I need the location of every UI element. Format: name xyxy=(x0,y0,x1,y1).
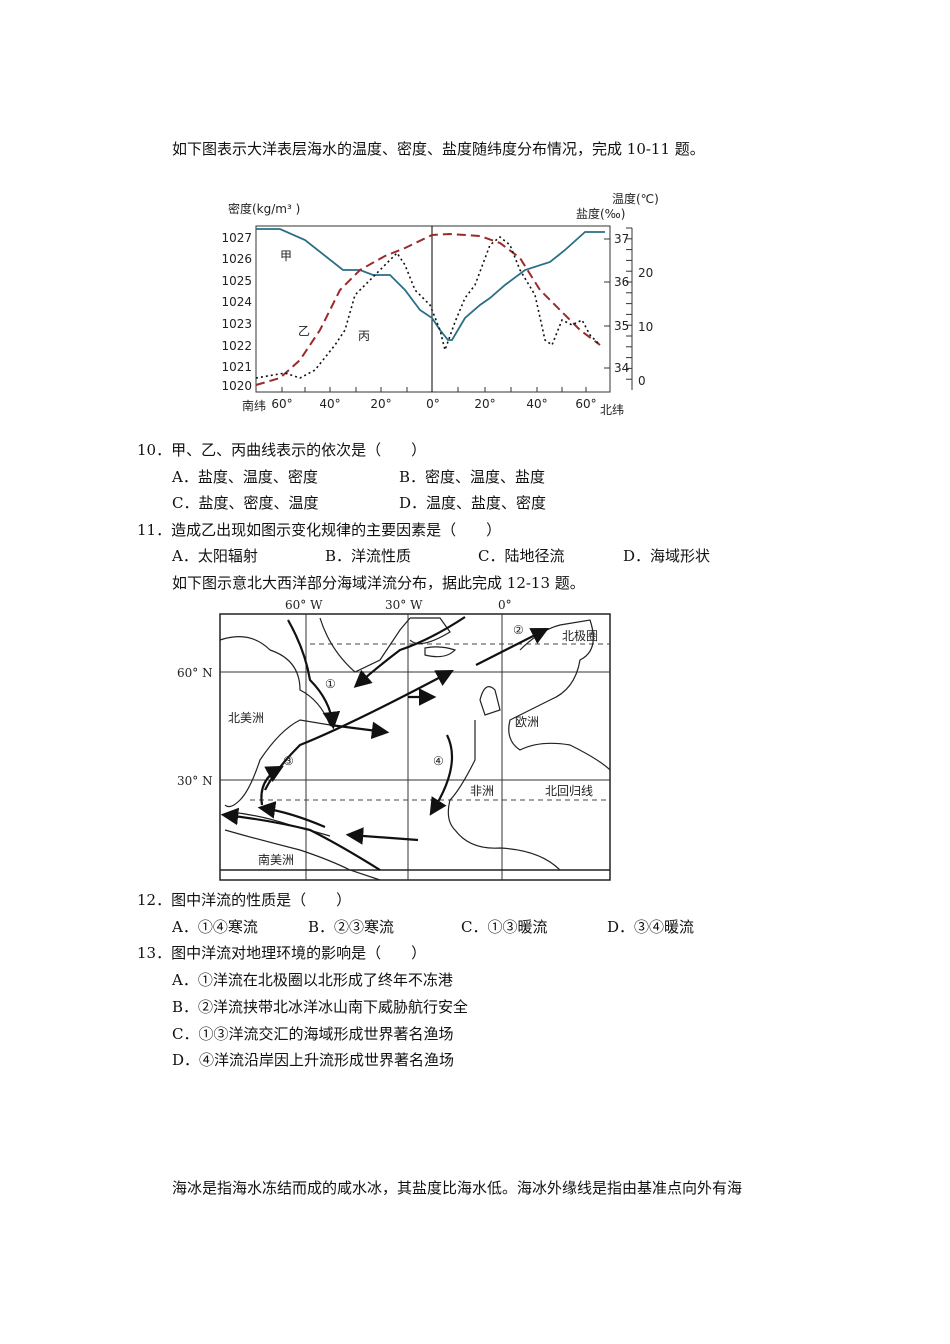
x-south-label: 南纬 xyxy=(242,398,266,413)
q12-option-b[interactable]: B．②③寒流 xyxy=(308,918,395,936)
current-2: ② xyxy=(513,623,524,637)
label-yi: 乙 xyxy=(298,324,310,338)
tick-1021: 1021 xyxy=(221,360,252,374)
ocean-surface-chart: 密度(kg/m³ ) 温度(℃) 盐度(‰) 1027 1026 1025 10… xyxy=(221,191,659,417)
tick-s34: 34 xyxy=(614,361,629,375)
tick-t10: 10 xyxy=(638,320,653,334)
tick-1020: 1020 xyxy=(221,379,252,393)
label-north-america: 北美洲 xyxy=(228,711,264,725)
curve-yi xyxy=(255,232,601,386)
tick-1022: 1022 xyxy=(221,339,252,353)
intro-sea-ice: 海冰是指海水冻结而成的咸水冰，其盐度比海水低。海冰外缘线是指由基准点向外有海 xyxy=(172,1179,743,1197)
q13-option-c[interactable]: C．①③洋流交汇的海域形成世界著名渔场 xyxy=(172,1025,454,1043)
q10-option-c[interactable]: C．盐度、密度、温度 xyxy=(172,494,319,512)
q12-stem: 12．图中洋流的性质是（ ） xyxy=(137,891,352,909)
right-axis-title-temp: 温度(℃) xyxy=(612,191,659,206)
lon-30w: 30° W xyxy=(385,598,423,612)
q11-option-b[interactable]: B．洋流性质 xyxy=(325,547,412,565)
q13-option-a[interactable]: A．①洋流在北极圈以北形成了终年不冻港 xyxy=(172,971,453,989)
tick-1027: 1027 xyxy=(221,231,252,245)
x-tick-n40: 40° xyxy=(526,397,547,411)
tick-1024: 1024 xyxy=(221,295,252,309)
current-1: ① xyxy=(325,677,336,691)
label-south-america: 南美洲 xyxy=(258,852,294,867)
intro-12-13: 如下图示意北大西洋部分海域洋流分布，据此完成 12-13 题。 xyxy=(172,574,585,592)
x-tick-n20: 20° xyxy=(474,397,495,411)
curve-bing xyxy=(255,235,601,379)
q11-option-a[interactable]: A．太阳辐射 xyxy=(172,547,258,565)
x-north-label: 北纬 xyxy=(600,403,624,417)
label-tropic-cancer: 北回归线 xyxy=(545,784,593,798)
q11-option-d[interactable]: D．海域形状 xyxy=(623,547,711,565)
q12-option-c[interactable]: C．①③暖流 xyxy=(461,918,548,936)
map-frame xyxy=(219,613,611,881)
lon-60w: 60° W xyxy=(285,598,323,612)
tick-s35: 35 xyxy=(614,319,629,333)
q10-option-b[interactable]: B．密度、温度、盐度 xyxy=(399,468,546,486)
q11-option-c[interactable]: C．陆地径流 xyxy=(478,547,565,565)
q13-option-d[interactable]: D．④洋流沿岸因上升流形成世界著名渔场 xyxy=(172,1051,455,1069)
x-tick-s20: 20° xyxy=(370,397,391,411)
q13-stem: 13．图中洋流对地理环境的影响是（ ） xyxy=(137,944,427,962)
lat-60n: 60° N xyxy=(177,666,213,680)
left-axis-title: 密度(kg/m³ ) xyxy=(228,201,300,216)
label-bing: 丙 xyxy=(358,329,370,343)
tick-s37: 37 xyxy=(614,232,629,246)
tick-t20: 20 xyxy=(638,266,653,280)
q12-option-a[interactable]: A．①④寒流 xyxy=(172,918,258,936)
lat-30n: 30° N xyxy=(177,774,213,788)
x-tick-n60: 60° xyxy=(575,397,596,411)
tick-1026: 1026 xyxy=(221,252,252,266)
north-atlantic-current-map: 60° W 30° W 0° 60° N 30° N 北极圈 北回归线 北美洲 … xyxy=(177,598,611,881)
lon-0: 0° xyxy=(498,598,512,612)
coastlines xyxy=(219,617,611,881)
curve-jia xyxy=(256,228,605,341)
q10-stem: 10．甲、乙、丙曲线表示的依次是（ ） xyxy=(137,441,427,459)
intro-10-11: 如下图表示大洋表层海水的温度、密度、盐度随纬度分布情况，完成 10-11 题。 xyxy=(172,140,705,158)
current-3: ③ xyxy=(283,754,294,768)
tick-s36: 36 xyxy=(614,275,629,289)
x-tick-s40: 40° xyxy=(319,397,340,411)
q10-option-a[interactable]: A．盐度、温度、密度 xyxy=(172,468,318,486)
label-arctic-circle: 北极圈 xyxy=(562,629,598,643)
tick-1025: 1025 xyxy=(221,274,252,288)
label-jia: 甲 xyxy=(280,249,292,263)
tick-1023: 1023 xyxy=(221,317,252,331)
q12-option-d[interactable]: D．③④暖流 xyxy=(607,918,695,936)
x-tick-0: 0° xyxy=(426,397,440,411)
plot-frame xyxy=(255,225,611,393)
right-axis-title-salinity: 盐度(‰) xyxy=(576,206,625,221)
label-africa: 非洲 xyxy=(470,784,494,798)
current-4: ④ xyxy=(433,754,444,768)
current-arrows xyxy=(220,616,549,871)
tick-t0: 0 xyxy=(638,374,646,388)
label-europe: 欧洲 xyxy=(515,715,539,729)
q13-option-b[interactable]: B．②洋流挟带北冰洋冰山南下威胁航行安全 xyxy=(172,998,469,1016)
q11-stem: 11．造成乙出现如图示变化规律的主要因素是（ ） xyxy=(137,521,502,539)
x-tick-s60: 60° xyxy=(271,397,292,411)
q10-option-d[interactable]: D．温度、盐度、密度 xyxy=(399,494,547,512)
